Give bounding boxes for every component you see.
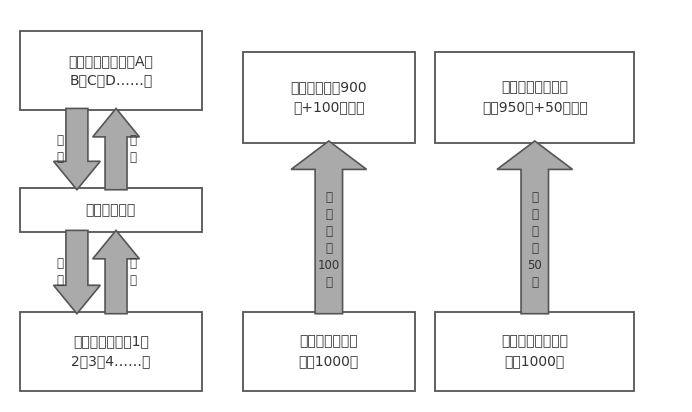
Text: 分
红: 分 红 [129, 257, 137, 287]
Text: 股票持仓股票市
值：1000元: 股票持仓股票市 值：1000元 [299, 335, 359, 368]
Text: 买
入: 买 入 [56, 134, 63, 164]
Polygon shape [53, 108, 100, 190]
Polygon shape [93, 108, 139, 190]
Polygon shape [497, 141, 572, 314]
FancyBboxPatch shape [435, 311, 635, 391]
Text: 股票持仓市值900
元+100元现金: 股票持仓市值900 元+100元现金 [291, 80, 367, 114]
Text: 投资人持有基金资
产：950元+50元现金: 投资人持有基金资 产：950元+50元现金 [482, 80, 588, 114]
Text: 投资人持有基金资
产：1000元: 投资人持有基金资 产：1000元 [501, 335, 568, 368]
FancyBboxPatch shape [20, 188, 202, 232]
FancyBboxPatch shape [435, 52, 635, 143]
Polygon shape [53, 230, 100, 314]
Text: 基
金
分
红
50
元: 基 金 分 红 50 元 [527, 190, 542, 288]
Polygon shape [93, 230, 139, 314]
Text: 股
票
分
红
100
元: 股 票 分 红 100 元 [318, 190, 340, 288]
Text: 买
入: 买 入 [56, 257, 63, 287]
Text: 红利指数基金: 红利指数基金 [86, 203, 136, 217]
FancyBboxPatch shape [243, 311, 415, 391]
FancyBboxPatch shape [20, 31, 202, 110]
Polygon shape [291, 141, 367, 314]
FancyBboxPatch shape [20, 311, 202, 391]
Text: 分
红: 分 红 [129, 134, 137, 164]
Text: 分红多的股票（1，
2，3，4……）: 分红多的股票（1， 2，3，4……） [71, 335, 151, 368]
Text: 基金份额持有人（A，
B，C，D……）: 基金份额持有人（A， B，C，D……） [69, 54, 154, 88]
FancyBboxPatch shape [243, 52, 415, 143]
